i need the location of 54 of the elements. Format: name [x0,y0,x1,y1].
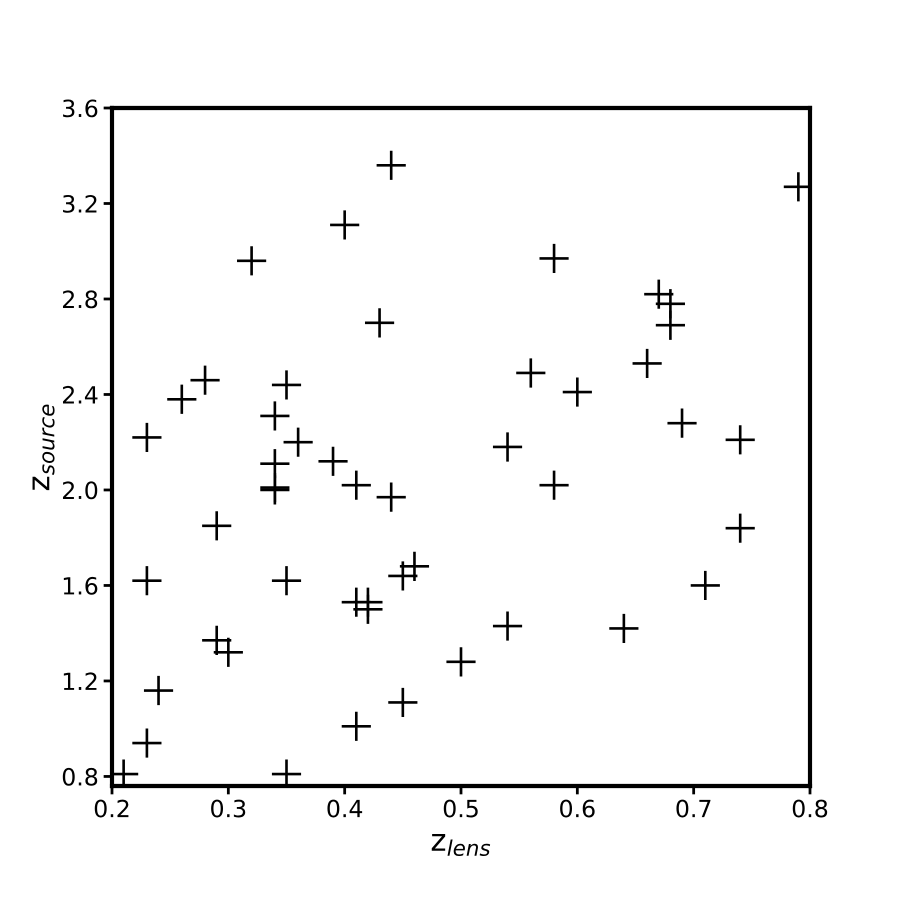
y-tick-label: 2.4 [62,386,98,404]
point [400,552,430,581]
point [539,470,569,500]
point [609,614,638,644]
point [167,384,196,414]
point [690,570,720,600]
y-tick-label: 3.2 [63,194,96,213]
point [284,428,313,457]
point [492,611,522,641]
x-tick-label: 0.4 [327,800,362,818]
point [272,566,302,596]
y-tick-label: 3.6 [63,99,98,118]
x-tick-label: 0.6 [560,800,595,818]
point [202,511,232,540]
point [144,676,174,706]
point [726,514,755,543]
point [656,310,685,340]
y-axis-title: z$_{source}$ [32,404,55,490]
x-tick-label: 0.7 [676,800,710,818]
point [539,244,569,273]
point [330,210,360,240]
point [376,150,406,180]
x-tick-label: 0.3 [211,800,246,818]
point [214,638,243,667]
point [190,366,220,395]
x-axis-title: z$_{lens}$ [432,834,490,856]
point [516,358,546,388]
x-tick-label: 0.2 [94,800,128,818]
point [562,378,592,407]
point [353,594,383,624]
point [132,566,162,596]
point [388,688,418,718]
point [342,470,371,500]
x-tick-label: 0.5 [444,800,478,818]
point [632,348,662,378]
point [342,712,371,741]
point [726,425,755,454]
point [492,432,522,462]
point [132,728,162,758]
y-tick-label: 2.0 [62,481,98,500]
point [667,408,697,438]
point [364,308,394,338]
point [237,246,266,276]
point [446,647,476,676]
point [318,446,348,476]
point [272,370,302,400]
y-tick-label: 0.8 [62,768,98,786]
y-tick-label: 2.8 [62,290,98,308]
x-tick-label: 0.8 [792,800,828,818]
y-tick-label: 1.6 [64,576,98,595]
point [376,482,406,512]
point [260,401,290,431]
point [132,422,162,452]
y-tick-label: 1.2 [64,672,96,690]
